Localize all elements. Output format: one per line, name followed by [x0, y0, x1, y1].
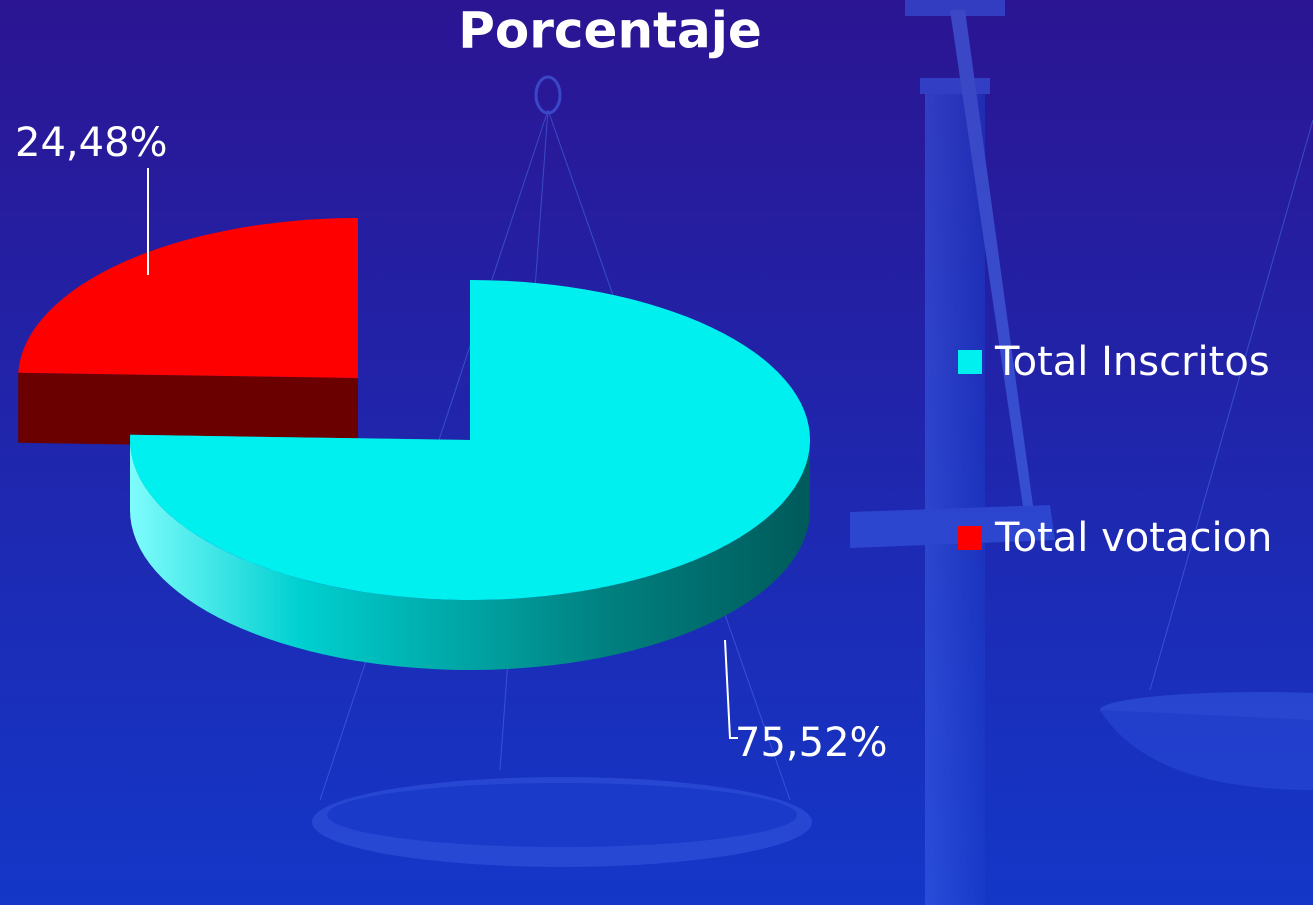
- legend-swatch: [958, 350, 982, 374]
- data-label: 75,52%: [735, 720, 888, 766]
- legend-swatch: [958, 526, 982, 550]
- chart-title: Porcentaje: [458, 2, 762, 60]
- slice-side: [18, 372, 358, 448]
- slice: [18, 218, 358, 378]
- pie: 75,52% 24,48%: [15, 120, 888, 766]
- data-label: 24,48%: [15, 120, 168, 166]
- leader-line: [724, 639, 738, 739]
- legend-label: Total votacion: [994, 515, 1272, 561]
- slice: [130, 280, 811, 600]
- slice-wall: [130, 440, 810, 670]
- legend-label: Total Inscritos: [994, 339, 1270, 385]
